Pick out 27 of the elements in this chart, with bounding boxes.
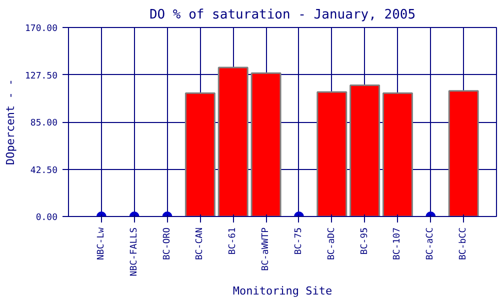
bar — [382, 92, 413, 216]
x-tick-label: BC-75 — [294, 228, 304, 255]
x-tick-label: BC-61 — [228, 228, 238, 255]
x-tick-label: BC-CAN — [195, 227, 206, 260]
bar — [350, 84, 380, 216]
y-axis-title: DOpercent - - — [4, 78, 17, 166]
bar — [316, 91, 348, 216]
x-tick-label: BC-aCC — [426, 227, 436, 260]
y-tick-label: 42.50 — [30, 166, 58, 176]
x-tick-label: BC-aWWTP — [261, 226, 272, 271]
bar — [250, 72, 282, 216]
y-tick-label: 170.00 — [24, 24, 58, 34]
bar — [218, 66, 248, 216]
x-tick-label: BC-95 — [360, 228, 370, 255]
x-tick-label: NBC-Lw — [96, 226, 106, 260]
chart-title: DO % of saturation - January, 2005 — [149, 8, 416, 22]
x-tick-label: BC-bCC — [458, 227, 469, 260]
y-tick-label: 85.00 — [30, 118, 58, 128]
x-tick-label: BC-107 — [392, 227, 403, 260]
bar — [448, 90, 479, 216]
x-tick-label: NBC-FALLS — [129, 227, 140, 276]
x-tick-label: BC-ORO — [162, 227, 172, 260]
y-tick-label: 0.00 — [36, 213, 58, 223]
x-axis-title: Monitoring Site — [232, 284, 332, 298]
x-tick-label: BC-aDC — [326, 227, 337, 260]
bar — [184, 92, 216, 216]
y-tick-label: 127.50 — [24, 71, 58, 82]
